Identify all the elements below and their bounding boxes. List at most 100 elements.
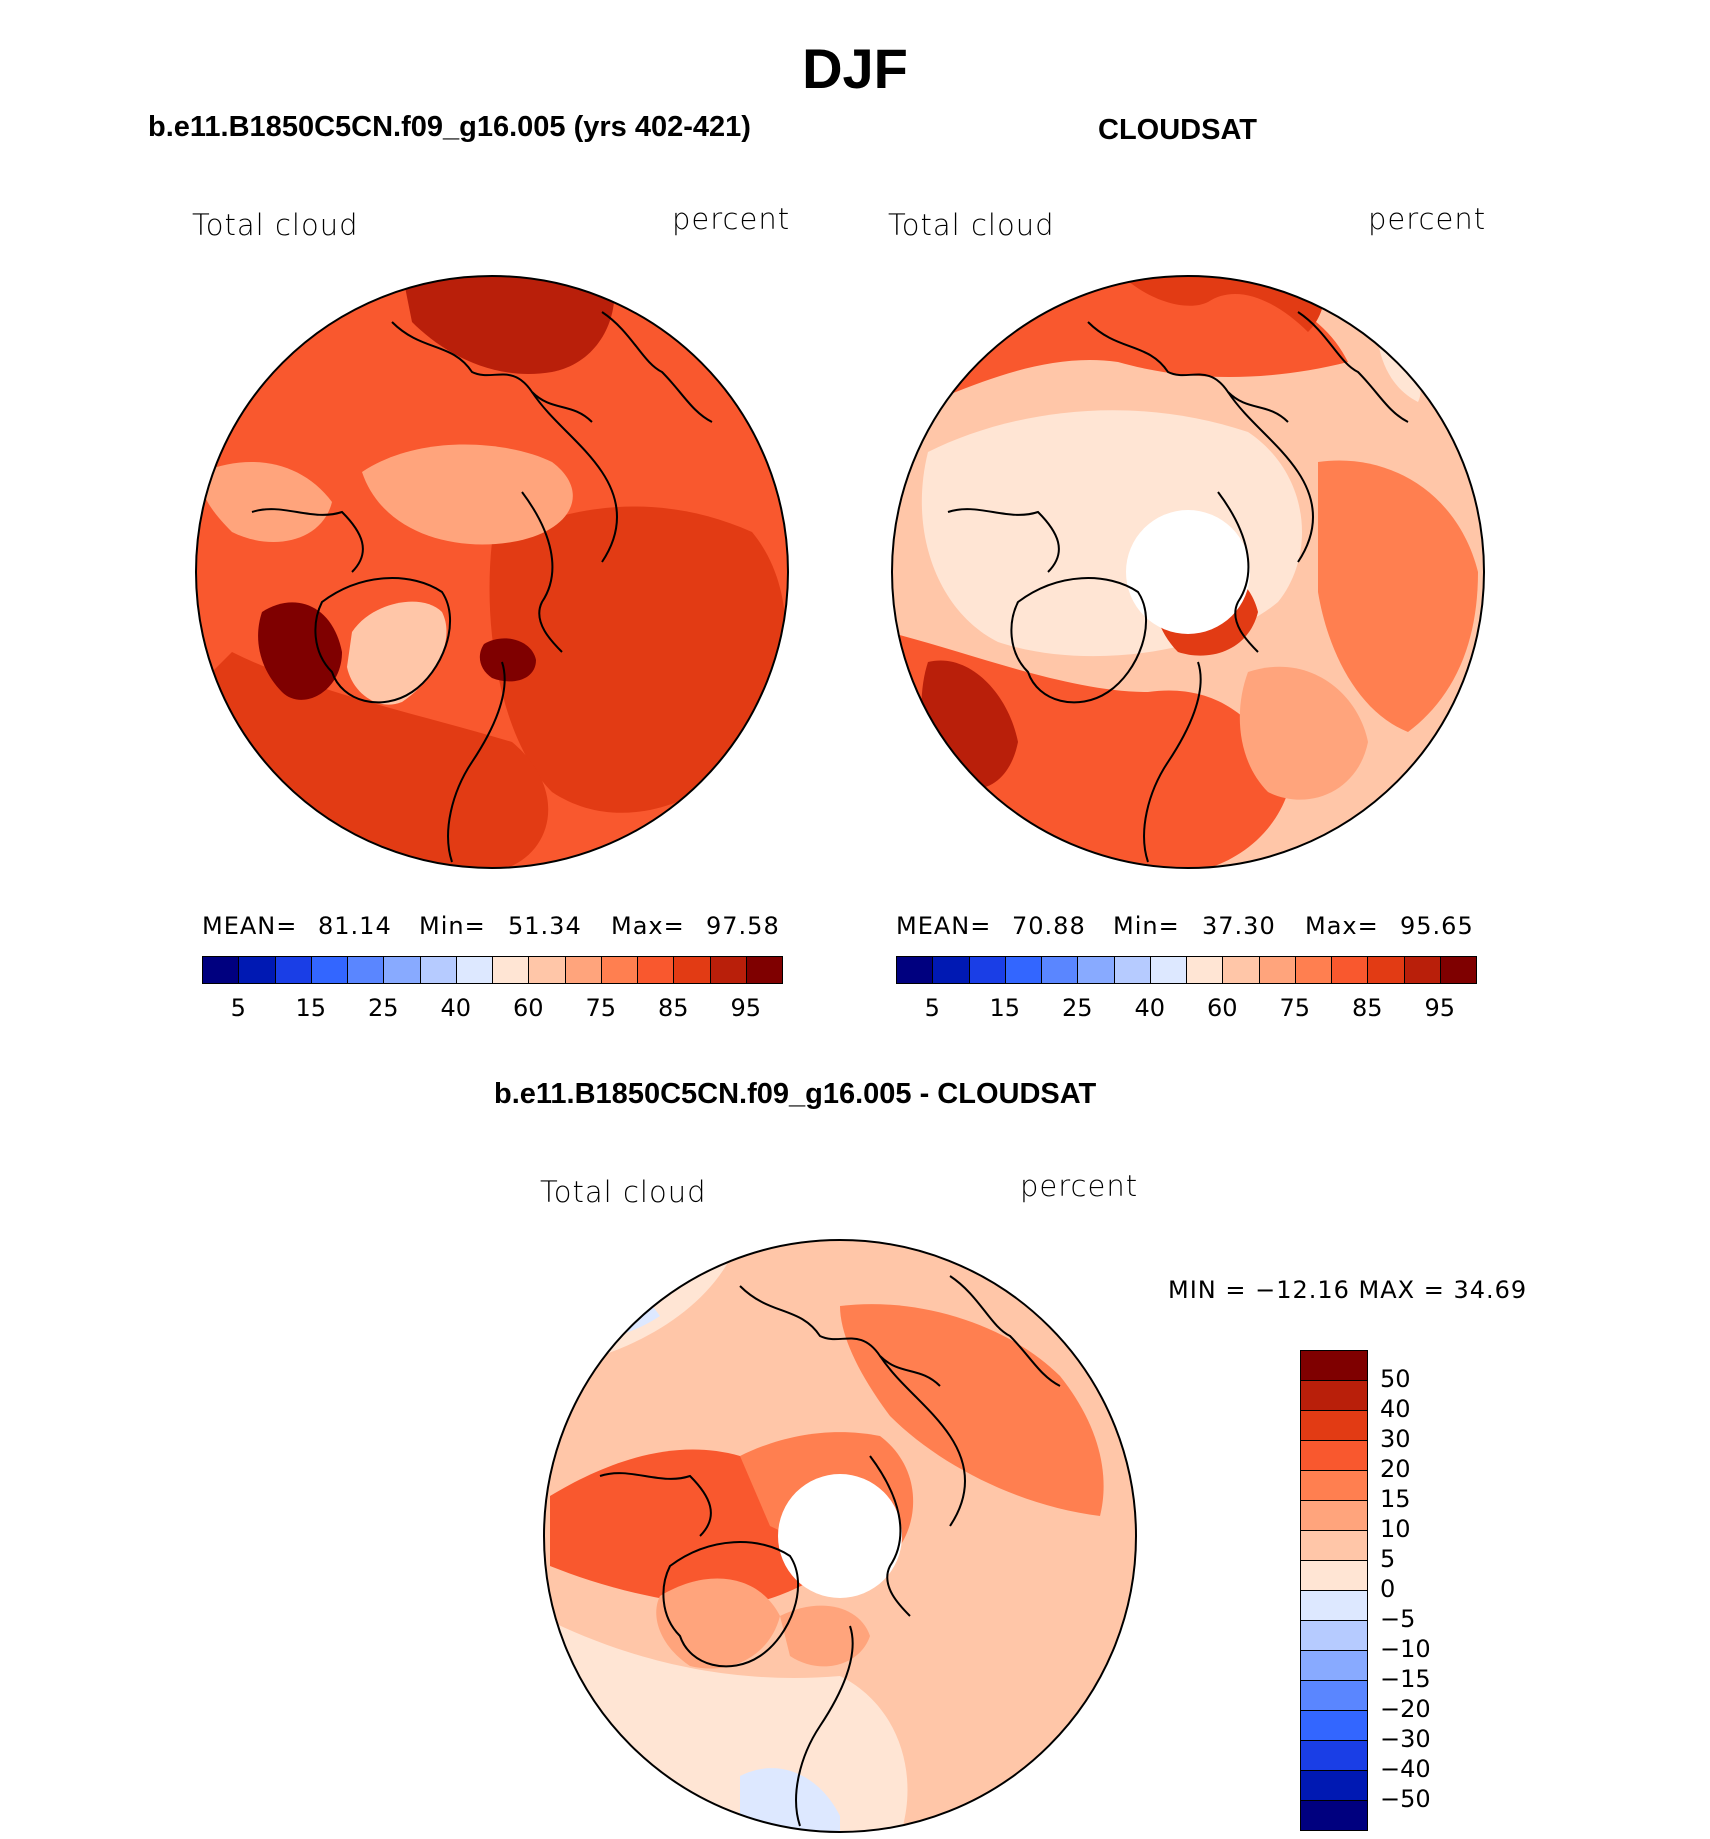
colorbar-swatch <box>896 956 934 984</box>
colorbar-swatch <box>419 956 457 984</box>
panel-3-colorbar <box>1300 1350 1368 1831</box>
colorbar-tick-label: 30 <box>1380 1425 1411 1453</box>
panel-1-max-label: Max= <box>611 912 685 940</box>
colorbar-tick-label: 15 <box>295 994 327 1022</box>
panel-2-mean-label: MEAN= <box>896 912 992 940</box>
colorbar-swatch <box>1294 956 1332 984</box>
colorbar-tick-label: 75 <box>585 994 617 1022</box>
colorbar-swatch <box>1300 1560 1368 1591</box>
p2-field-mid-east <box>1239 666 1368 800</box>
colorbar-swatch <box>1300 1740 1368 1771</box>
colorbar-swatch <box>1331 956 1369 984</box>
colorbar-tick-label: 40 <box>440 994 472 1022</box>
p3-field-orange-ne <box>840 1304 1104 1516</box>
colorbar-swatch <box>1300 1440 1368 1471</box>
colorbar-swatch <box>1300 1650 1368 1681</box>
p3-field-mid-greenland <box>656 1578 780 1669</box>
p1-coastlines <box>251 311 713 863</box>
colorbar-tick-label: 20 <box>1380 1455 1411 1483</box>
panel-1-units-label: percent <box>672 202 791 236</box>
colorbar-swatch <box>1222 956 1260 984</box>
colorbar-swatch <box>1300 1350 1368 1381</box>
panel-1-variable-label: Total cloud <box>192 208 359 242</box>
p1-field-lighter-greenland <box>347 601 447 705</box>
p3-field-blue-s <box>740 1768 840 1832</box>
colorbar-swatch <box>202 956 240 984</box>
p1-field-darkest-top <box>402 276 615 374</box>
colorbar-swatch <box>564 956 602 984</box>
colorbar-swatch <box>709 956 747 984</box>
colorbar-swatch <box>1300 1710 1368 1741</box>
panel-1-min-label: Min= <box>419 912 486 940</box>
p2-missing-data-hole <box>1126 510 1250 634</box>
colorbar-swatch <box>1300 1590 1368 1621</box>
colorbar-tick-label: 40 <box>1134 994 1166 1022</box>
colorbar-swatch <box>1186 956 1224 984</box>
colorbar-tick-label: 60 <box>512 994 544 1022</box>
colorbar-swatch <box>455 956 493 984</box>
colorbar-tick-label: −30 <box>1380 1725 1431 1753</box>
colorbar-swatch <box>600 956 638 984</box>
p3-missing-data-hole <box>778 1474 902 1598</box>
p1-field-darkest-greenland <box>258 602 342 700</box>
p3-coastlines <box>599 1275 1061 1827</box>
colorbar-swatch <box>1300 1770 1368 1801</box>
panel-3-colorbar-ticks: 50 40 30 20 15 10 5 0 −5 −10 −15 −20 −30 −40 −50 <box>1380 1350 1460 1830</box>
colorbar-swatch <box>274 956 312 984</box>
colorbar-swatch <box>637 956 675 984</box>
colorbar-tick-label: 95 <box>1424 994 1456 1022</box>
colorbar-tick-label: 5 <box>1380 1545 1396 1573</box>
colorbar-tick-label: 15 <box>989 994 1021 1022</box>
colorbar-tick-label: −50 <box>1380 1785 1431 1813</box>
colorbar-tick-label: 40 <box>1380 1395 1411 1423</box>
colorbar-tick-label: −20 <box>1380 1695 1431 1723</box>
colorbar-tick-label: −5 <box>1380 1605 1416 1633</box>
colorbar-swatch <box>1300 1620 1368 1651</box>
colorbar-tick-label: −10 <box>1380 1635 1431 1663</box>
colorbar-swatch <box>238 956 276 984</box>
colorbar-swatch <box>383 956 421 984</box>
colorbar-tick-label: 60 <box>1206 994 1238 1022</box>
colorbar-swatch <box>310 956 348 984</box>
colorbar-swatch <box>528 956 566 984</box>
panel-2-max-value: 95.65 <box>1400 912 1474 940</box>
panel-3-polar-map <box>543 1239 1137 1833</box>
colorbar-tick-label: 85 <box>657 994 689 1022</box>
panel-1-title: b.e11.B1850C5CN.f09_g16.005 (yrs 402-421… <box>148 111 751 143</box>
panel-1-colorbar <box>202 956 783 984</box>
colorbar-tick-label: 25 <box>367 994 399 1022</box>
colorbar-tick-label: 15 <box>1380 1485 1411 1513</box>
colorbar-swatch <box>1149 956 1187 984</box>
panel-2-variable-label: Total cloud <box>888 208 1055 242</box>
colorbar-tick-label: −40 <box>1380 1755 1431 1783</box>
colorbar-swatch <box>1300 1410 1368 1441</box>
panel-1-mean-label: MEAN= <box>202 912 298 940</box>
colorbar-tick-label: −15 <box>1380 1665 1431 1693</box>
panel-2-title: CLOUDSAT <box>1098 114 1257 146</box>
colorbar-swatch <box>1300 1470 1368 1501</box>
colorbar-swatch <box>1004 956 1042 984</box>
colorbar-swatch <box>932 956 970 984</box>
colorbar-tick-label: 5 <box>924 994 940 1022</box>
colorbar-tick-label: 75 <box>1279 994 1311 1022</box>
p3-field-mid-south <box>780 1605 870 1667</box>
panel-3-min-max-text: MIN = −12.16 MAX = 34.69 <box>1168 1276 1528 1304</box>
colorbar-swatch <box>1300 1530 1368 1561</box>
colorbar-tick-label: 10 <box>1380 1515 1411 1543</box>
colorbar-swatch <box>1300 1800 1368 1831</box>
panel-2-mean-value: 70.88 <box>1012 912 1086 940</box>
p1-field-darkest-center <box>479 638 536 682</box>
panel-2-min-label: Min= <box>1113 912 1180 940</box>
colorbar-swatch <box>968 956 1006 984</box>
panel-1-max-value: 97.58 <box>706 912 780 940</box>
colorbar-swatch <box>1367 956 1405 984</box>
panel-3-units-label: percent <box>1020 1169 1139 1203</box>
colorbar-tick-label: 25 <box>1061 994 1093 1022</box>
colorbar-swatch <box>1300 1680 1368 1711</box>
figure-title: DJF <box>802 37 908 100</box>
p2-coastlines <box>947 311 1409 863</box>
colorbar-swatch <box>1077 956 1115 984</box>
colorbar-swatch <box>673 956 711 984</box>
colorbar-swatch <box>1300 1380 1368 1411</box>
panel-1-min-value: 51.34 <box>508 912 582 940</box>
